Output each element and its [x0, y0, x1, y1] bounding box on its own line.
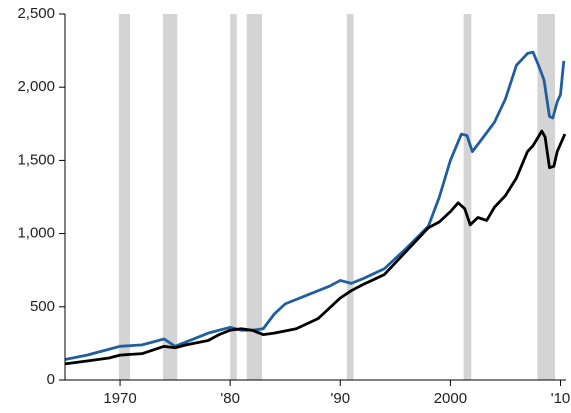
y-tick-label: 0: [47, 371, 55, 388]
recession-band: [230, 14, 237, 380]
x-tick-label: '10: [551, 390, 571, 407]
x-tick-label: 1970: [103, 390, 136, 407]
y-tick-label: 1,000: [17, 225, 55, 242]
y-tick-label: 1,500: [17, 151, 55, 168]
x-tick-label: '90: [330, 390, 350, 407]
recession-band: [118, 14, 130, 380]
y-tick-label: 2,500: [17, 5, 55, 22]
recession-band: [246, 14, 263, 380]
x-tick-label: '80: [220, 390, 240, 407]
series-line: [64, 129, 567, 366]
series-line: [64, 50, 566, 361]
y-tick-label: 500: [30, 298, 55, 315]
x-tick-label: 2000: [434, 390, 467, 407]
recession-band: [463, 14, 472, 380]
recession-band: [346, 14, 354, 380]
recession-band: [162, 14, 178, 380]
recession-band: [537, 14, 555, 380]
y-tick-label: 2,000: [17, 78, 55, 95]
